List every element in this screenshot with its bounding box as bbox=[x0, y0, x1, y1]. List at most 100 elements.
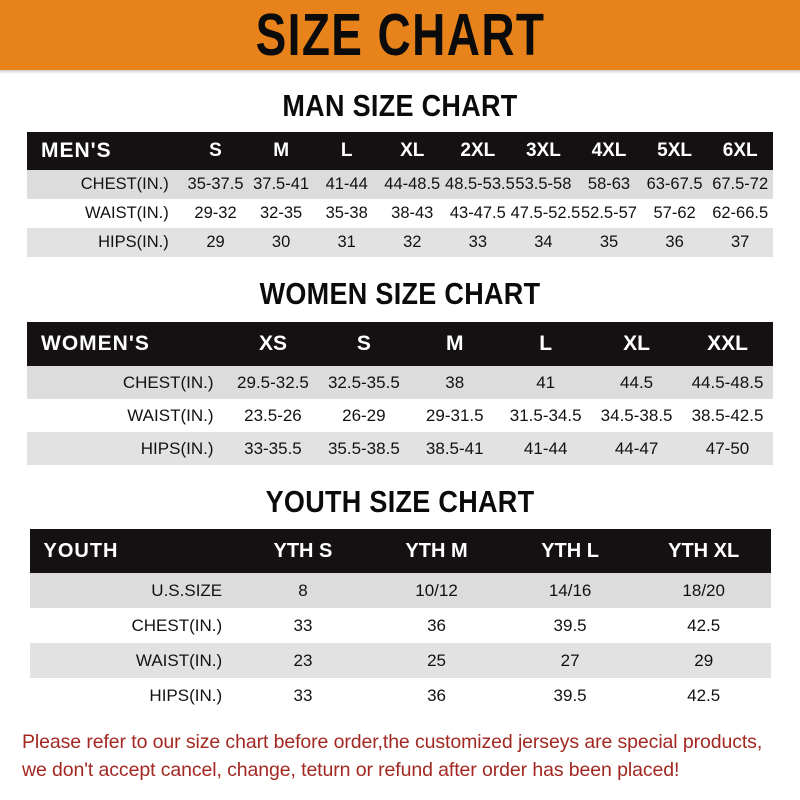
men-column-header: M bbox=[273, 140, 290, 161]
table-cell: 38.5-42.5 bbox=[691, 405, 764, 425]
table-cell: 38 bbox=[445, 372, 465, 392]
table-cell: 58-63 bbox=[587, 175, 631, 193]
men-header-row: MEN'S S M L XL 2XL 3XL 4XL 5XL 6XL bbox=[27, 132, 773, 170]
table-row: CHEST(IN.) 29.5-32.5 32.5-35.5 38 41 44.5 44.5… bbox=[27, 366, 773, 399]
table-cell: 44-47 bbox=[614, 438, 659, 458]
table-cell: 29-32 bbox=[194, 204, 237, 222]
table-cell: 36 bbox=[427, 615, 446, 635]
table-cell: 67.5-72 bbox=[712, 175, 769, 193]
table-row: HIPS(IN.) 29 30 31 32 33 34 35 36 37 bbox=[27, 228, 773, 257]
men-column-header: S bbox=[209, 140, 222, 161]
women-size-table-wrapper: WOMEN'S XS S M L XL XXL CHEST(IN.) 29.5-32.5 32.… bbox=[27, 322, 773, 465]
women-row-label: HIPS(IN.) bbox=[140, 438, 214, 458]
women-column-header: XXL bbox=[707, 332, 748, 355]
table-cell: 39.5 bbox=[553, 615, 587, 635]
table-cell: 33 bbox=[293, 615, 313, 635]
table-cell: 39.5 bbox=[553, 685, 587, 705]
women-row-label: CHEST(IN.) bbox=[122, 372, 214, 392]
table-cell: 32.5-35.5 bbox=[327, 372, 400, 392]
table-cell: 37 bbox=[731, 233, 750, 251]
table-cell: 44.5 bbox=[620, 372, 654, 392]
table-cell: 34 bbox=[534, 233, 553, 251]
women-header-row: WOMEN'S XS S M L XL XXL bbox=[27, 322, 773, 366]
youth-column-header: YTH S bbox=[273, 539, 333, 562]
table-cell: 47-50 bbox=[705, 438, 750, 458]
table-cell: 35 bbox=[599, 233, 619, 251]
table-cell: 26-29 bbox=[342, 405, 386, 425]
youth-table-body: U.S.SIZE 8 10/12 14/16 18/20 CHEST(IN.) 33 36 39… bbox=[29, 573, 771, 713]
men-column-header: XL bbox=[400, 140, 425, 161]
table-cell: 18/20 bbox=[682, 580, 725, 600]
table-row: HIPS(IN.) 33-35.5 35.5-38.5 38.5-41 41-44 44-… bbox=[27, 432, 773, 465]
table-cell: 47.5-52.5 bbox=[510, 204, 581, 222]
table-cell: 29-31.5 bbox=[425, 405, 484, 425]
banner-divider bbox=[0, 70, 800, 74]
table-cell: 33 bbox=[293, 685, 313, 705]
table-cell: 41-44 bbox=[523, 438, 568, 458]
women-table-head: WOMEN'S XS S M L XL XXL bbox=[27, 322, 773, 366]
table-cell: 30 bbox=[271, 233, 291, 251]
table-cell: 14/16 bbox=[548, 580, 592, 600]
table-cell: 35.5-38.5 bbox=[327, 438, 400, 458]
page-banner: SIZE CHART bbox=[0, 0, 800, 70]
youth-column-header: YTH XL bbox=[668, 539, 740, 562]
table-row: WAIST(IN.) 29-32 32-35 35-38 38-43 43-47.5 47.… bbox=[27, 199, 773, 228]
table-cell: 25 bbox=[427, 650, 446, 670]
disclaimer-line-1: Please refer to our size chart before or… bbox=[22, 731, 763, 753]
women-column-header: M bbox=[446, 332, 464, 355]
table-cell: 34.5-38.5 bbox=[600, 405, 673, 425]
women-column-header: XL bbox=[623, 332, 650, 355]
men-column-header: 6XL bbox=[722, 140, 758, 161]
table-cell: 29 bbox=[694, 650, 714, 670]
women-section-title: WOMEN SIZE CHART bbox=[259, 277, 541, 311]
table-cell: 35-38 bbox=[325, 204, 368, 222]
women-column-header: XS bbox=[258, 332, 287, 355]
women-table-body: CHEST(IN.) 29.5-32.5 32.5-35.5 38 41 44.5 44.5… bbox=[27, 366, 773, 465]
table-cell: 57-62 bbox=[653, 204, 696, 222]
men-table-body: CHEST(IN.) 35-37.5 37.5-41 41-44 44-48.5 48.5… bbox=[27, 170, 773, 257]
table-cell: 42.5 bbox=[687, 685, 721, 705]
youth-table-head: YOUTH YTH S YTH M YTH L YTH XL bbox=[29, 529, 771, 573]
table-row: WAIST(IN.) 23.5-26 26-29 29-31.5 31.5-34.5 34… bbox=[27, 399, 773, 432]
table-cell: 33 bbox=[468, 233, 488, 251]
men-row-label: HIPS(IN.) bbox=[98, 233, 169, 251]
table-cell: 23.5-26 bbox=[244, 405, 302, 425]
table-cell: 33-35.5 bbox=[244, 438, 302, 458]
youth-size-table: YOUTH YTH S YTH M YTH L YTH XL U.S.SIZE 8 10/1… bbox=[29, 529, 771, 713]
youth-header-label: YOUTH bbox=[43, 539, 119, 562]
men-row-label: WAIST(IN.) bbox=[85, 204, 169, 222]
table-row: CHEST(IN.) 33 36 39.5 42.5 bbox=[29, 608, 771, 643]
table-cell: 52.5-57 bbox=[581, 204, 637, 222]
table-cell: 43-47.5 bbox=[449, 204, 506, 222]
youth-row-label: WAIST(IN.) bbox=[135, 650, 223, 670]
table-cell: 32-35 bbox=[260, 204, 303, 222]
youth-column-header: YTH L bbox=[541, 539, 599, 562]
men-column-header: L bbox=[340, 140, 353, 161]
youth-column-header: YTH M bbox=[405, 539, 468, 562]
youth-section-title: YOUTH SIZE CHART bbox=[265, 485, 535, 519]
disclaimer-note: Please refer to our size chart before or… bbox=[22, 729, 778, 784]
table-cell: 41 bbox=[536, 372, 556, 392]
table-cell: 31 bbox=[337, 233, 356, 251]
table-cell: 31.5-34.5 bbox=[509, 405, 582, 425]
table-row: U.S.SIZE 8 10/12 14/16 18/20 bbox=[29, 573, 771, 608]
women-column-header: S bbox=[356, 332, 371, 355]
men-header-label: MEN'S bbox=[41, 139, 112, 162]
table-cell: 37.5-41 bbox=[253, 175, 310, 193]
table-cell: 23 bbox=[293, 650, 313, 670]
table-cell: 38.5-41 bbox=[425, 438, 484, 458]
table-cell: 35-37.5 bbox=[187, 175, 244, 193]
table-row: CHEST(IN.) 35-37.5 37.5-41 41-44 44-48.5 48.5… bbox=[27, 170, 773, 199]
table-cell: 36 bbox=[665, 233, 684, 251]
women-size-table: WOMEN'S XS S M L XL XXL CHEST(IN.) 29.5-32.5 32.… bbox=[27, 322, 773, 465]
men-column-header: 5XL bbox=[657, 140, 692, 161]
table-cell: 48.5-53.5 bbox=[445, 175, 515, 193]
page-title: SIZE CHART bbox=[255, 1, 545, 69]
table-row: WAIST(IN.) 23 25 27 29 bbox=[29, 643, 771, 678]
men-section-title: MAN SIZE CHART bbox=[282, 89, 518, 123]
men-row-label: CHEST(IN.) bbox=[80, 175, 169, 193]
table-cell: 42.5 bbox=[687, 615, 721, 635]
men-size-table-wrapper: MEN'S S M L XL 2XL 3XL 4XL 5XL 6XL CHEST(IN.) 35-3… bbox=[27, 132, 773, 257]
table-cell: 53.5-58 bbox=[515, 175, 572, 193]
men-table-head: MEN'S S M L XL 2XL 3XL 4XL 5XL 6XL bbox=[27, 132, 773, 170]
